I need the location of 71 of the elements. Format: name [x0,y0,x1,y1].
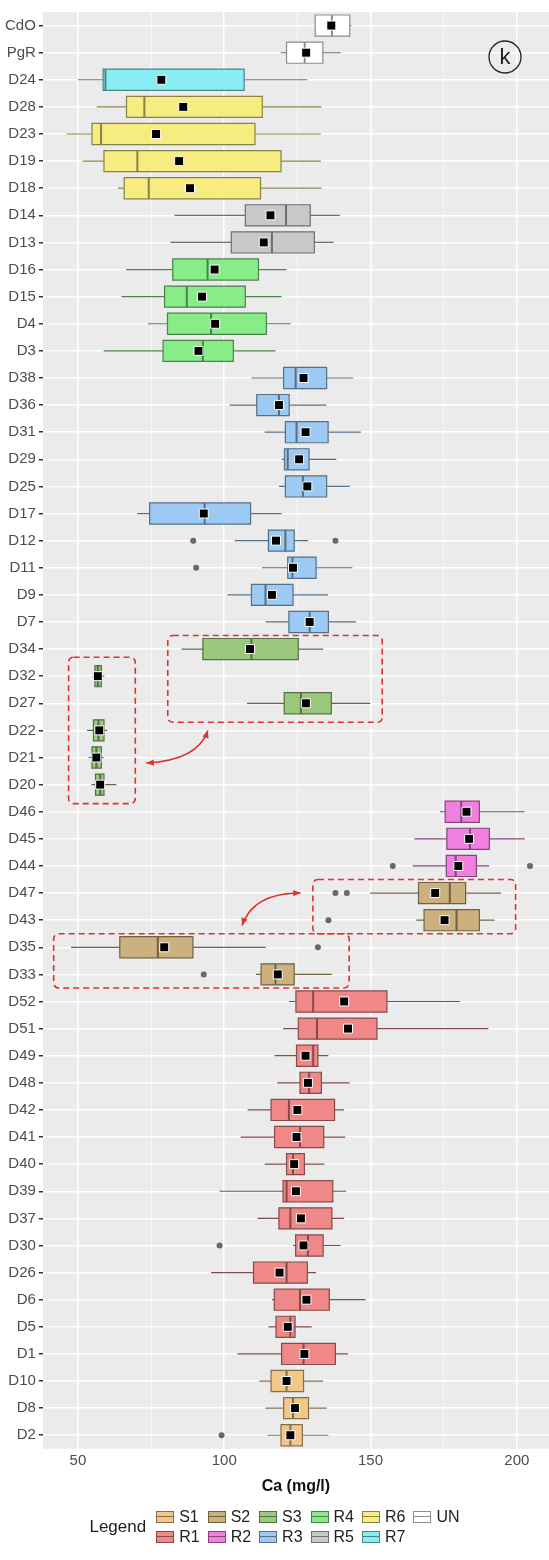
y-tick-label: D27 [8,693,36,711]
legend-label: UN [436,1508,460,1526]
y-tick-label: D30 [8,1235,36,1253]
y-tick-label: D24 [8,69,36,87]
y-tick-label: D43 [8,910,36,928]
y-tick-label: D6 [16,1289,36,1307]
y-tick-label: D21 [8,747,36,765]
y-tick-label: PgR [6,42,36,60]
y-tick-label: D13 [8,232,36,250]
x-tick-label: 100 [211,1450,237,1468]
legend-label: S3 [282,1508,302,1526]
y-tick-label: D15 [8,286,36,304]
y-tick-label: D44 [8,856,36,874]
y-tick-label: D48 [8,1072,36,1090]
legend-label: R5 [333,1528,354,1546]
y-tick-label: D11 [9,557,36,575]
y-tick-label: D12 [8,530,36,548]
y-tick-label: D16 [8,259,36,277]
y-tick-label: D2 [16,1425,36,1443]
y-tick-label: D52 [8,991,36,1009]
legend-label: S1 [179,1508,199,1526]
y-tick-label: D34 [8,639,36,657]
y-tick-label: D5 [16,1316,36,1334]
y-tick-label: D3 [16,341,36,359]
legend-label: R3 [282,1528,303,1546]
y-tick-label: D31 [8,422,36,440]
y-tick-label: D19 [8,151,36,169]
y-tick-label: D47 [8,883,36,901]
y-tick-label: D37 [8,1208,36,1226]
x-tick-label: 200 [504,1450,530,1468]
y-tick-label: CdO [5,15,36,33]
legend-label: R7 [384,1528,406,1546]
y-tick-label: D33 [8,964,36,982]
y-tick-label: D7 [16,612,36,630]
y-tick-label: D39 [8,1181,36,1199]
y-tick-label: D26 [8,1262,36,1280]
y-tick-label: D41 [8,1127,36,1145]
y-tick-label: D1 [16,1344,36,1362]
y-tick-label: D40 [8,1154,36,1172]
y-tick-label: D17 [8,503,36,521]
y-tick-label: D28 [8,97,36,115]
y-tick-label: D51 [8,1018,36,1036]
legend-label: R1 [179,1528,200,1546]
y-tick-label: D29 [8,449,36,467]
y-tick-label: D4 [16,313,36,331]
y-tick-label: D36 [8,395,36,413]
y-tick-label: D20 [8,774,36,792]
annotation: k [499,44,512,70]
legend-title: Legend [89,1517,147,1537]
y-tick-label: D32 [8,666,36,684]
y-tick-label: D10 [8,1371,36,1389]
y-tick-label: D23 [8,124,36,142]
legend-label: S2 [230,1508,251,1526]
y-tick-label: D8 [16,1398,36,1416]
y-tick-label: D25 [8,476,36,494]
y-tick-label: D42 [8,1100,36,1118]
y-tick-label: D18 [8,178,36,196]
legend-label: R2 [230,1528,252,1546]
y-tick-label: D46 [8,801,36,819]
legend-label: R4 [333,1508,354,1526]
x-tick-label: 50 [69,1450,87,1468]
y-tick-label: D45 [8,828,36,846]
y-tick-label: D49 [8,1045,36,1063]
y-tick-label: D22 [8,720,36,738]
y-tick-label: D14 [8,205,36,223]
y-tick-label: D38 [8,368,36,386]
legend-label: R6 [384,1508,406,1526]
y-tick-label: D9 [16,584,36,602]
x-tick-label: 150 [358,1450,384,1468]
x-axis-title: Ca (mg/l) [261,1476,331,1494]
y-tick-label: D35 [8,937,36,955]
